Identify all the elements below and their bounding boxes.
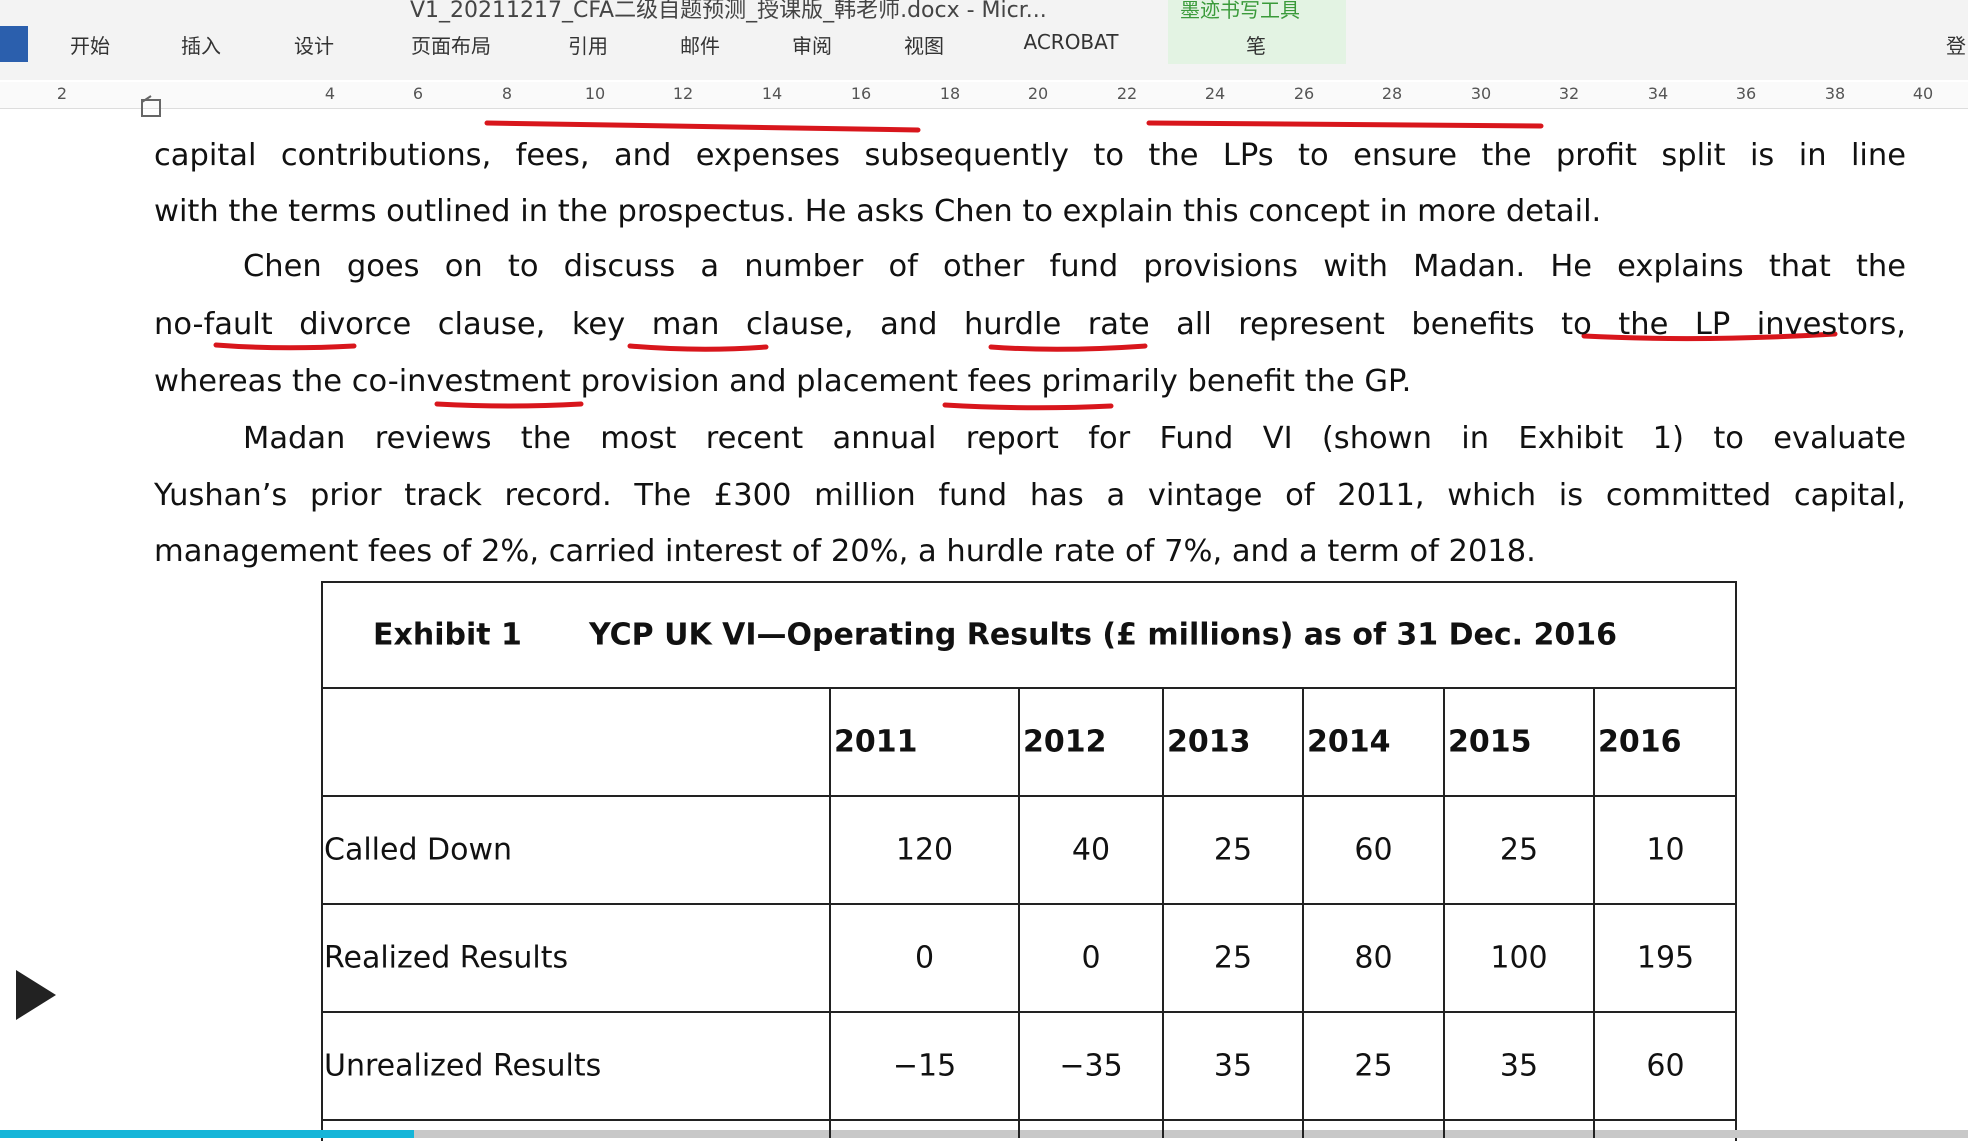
table-value: 35 (1213, 1048, 1253, 1084)
column-header: 2012 (1023, 724, 1107, 760)
column-header: 2011 (834, 724, 918, 760)
table-value: 25 (1213, 940, 1253, 976)
table-rule (321, 1119, 1737, 1121)
ruler-number: 26 (1293, 84, 1315, 103)
table-value: 0 (1081, 940, 1101, 976)
ribbon-tab[interactable]: 页面布局 (411, 34, 491, 58)
ruler-number: 6 (412, 84, 424, 103)
column-header: 2013 (1167, 724, 1251, 760)
ribbon-tab[interactable]: 引用 (568, 34, 608, 58)
file-button[interactable] (0, 26, 28, 62)
table-rule (1443, 688, 1445, 1138)
ribbon-tab[interactable]: 视图 (904, 34, 944, 58)
exhibit-title: YCP UK VI—Operating Results (£ millions)… (589, 617, 1617, 653)
column-header: 2016 (1598, 724, 1682, 760)
text-line: whereas the co-investment provision and … (154, 364, 1412, 399)
ruler-number: 2 (56, 84, 68, 103)
text-line: Madan reviews the most recent annual rep… (243, 421, 1906, 456)
table-value: 25 (1213, 832, 1253, 868)
ruler-number: 10 (584, 84, 606, 103)
table-rule (829, 688, 831, 1138)
exhibit-table (321, 581, 1737, 1141)
ruler (0, 82, 1968, 109)
table-rule (321, 687, 1737, 689)
progress-bar[interactable] (0, 1130, 1968, 1138)
column-header: 2015 (1448, 724, 1532, 760)
table-rule (1018, 688, 1020, 1138)
ruler-number: 4 (324, 84, 336, 103)
table-rule (1593, 688, 1595, 1138)
ruler-number: 12 (672, 84, 694, 103)
ruler-number: 24 (1204, 84, 1226, 103)
table-rule (321, 1011, 1737, 1013)
table-value: 25 (1354, 1048, 1393, 1084)
ruler-number: 8 (501, 84, 513, 103)
text-line: no-fault divorce clause, key man clause,… (154, 307, 1906, 342)
table-value: 40 (1071, 832, 1111, 868)
tool-group-name: 墨迹书写工具 (1180, 0, 1300, 22)
ruler-number: 32 (1558, 84, 1580, 103)
text-line: management fees of 2%, carried interest … (154, 534, 1536, 569)
exhibit-label: Exhibit 1 (373, 617, 522, 653)
progress-fill (0, 1130, 414, 1138)
ruler-number: 22 (1116, 84, 1138, 103)
ruler-number: 28 (1381, 84, 1403, 103)
table-value: 10 (1646, 832, 1685, 868)
column-header: 2014 (1307, 724, 1391, 760)
row-label: Unrealized Results (324, 1048, 602, 1084)
ribbon-tab[interactable]: 笔 (1246, 34, 1266, 58)
table-rule (321, 795, 1737, 797)
ruler-number: 16 (850, 84, 872, 103)
ruler-number: 20 (1027, 84, 1049, 103)
ribbon-tab[interactable]: 插入 (181, 34, 221, 58)
ribbon-tab[interactable]: 邮件 (680, 34, 720, 58)
table-value: 60 (1354, 832, 1393, 868)
ruler-number: 30 (1470, 84, 1492, 103)
ribbon-tab[interactable]: 设计 (294, 34, 334, 58)
table-value: −15 (892, 1048, 957, 1084)
window-title: V1_20211217_CFA二级自题预测_授课版_韩老师.docx - Mic… (410, 0, 1047, 23)
text-line: with the terms outlined in the prospectu… (154, 194, 1602, 229)
ruler-number: 40 (1912, 84, 1934, 103)
ruler-number: 36 (1735, 84, 1757, 103)
table-value: 80 (1354, 940, 1393, 976)
ribbon-tab[interactable]: 审阅 (792, 34, 832, 58)
ribbon-tab[interactable]: 开始 (70, 34, 110, 58)
table-value: 25 (1499, 832, 1539, 868)
table-value: 100 (1490, 940, 1548, 976)
table-value: 120 (895, 832, 954, 868)
ruler-number: 38 (1824, 84, 1846, 103)
text-line: capital contributions, fees, and expense… (154, 138, 1906, 173)
table-rule (1162, 688, 1164, 1138)
text-line: Yushan’s prior track record. The £300 mi… (154, 478, 1906, 513)
ribbon (0, 0, 1968, 80)
table-value: 0 (914, 940, 935, 976)
table-value: −35 (1059, 1048, 1123, 1084)
ruler-number: 34 (1647, 84, 1669, 103)
ruler-number: 18 (939, 84, 961, 103)
table-rule (321, 903, 1737, 905)
table-value: 35 (1499, 1048, 1539, 1084)
text-line: Chen goes on to discuss a number of othe… (243, 249, 1906, 284)
table-value: 195 (1636, 940, 1695, 976)
row-label: Called Down (324, 832, 513, 868)
table-value: 60 (1646, 1048, 1685, 1084)
tool-group (1168, 0, 1346, 64)
table-rule (1302, 688, 1304, 1138)
sign-in[interactable]: 登 (1946, 34, 1966, 58)
ribbon-tab[interactable]: ACROBAT (1023, 30, 1119, 54)
ruler-number: 14 (761, 84, 783, 103)
row-label: Realized Results (324, 940, 569, 976)
